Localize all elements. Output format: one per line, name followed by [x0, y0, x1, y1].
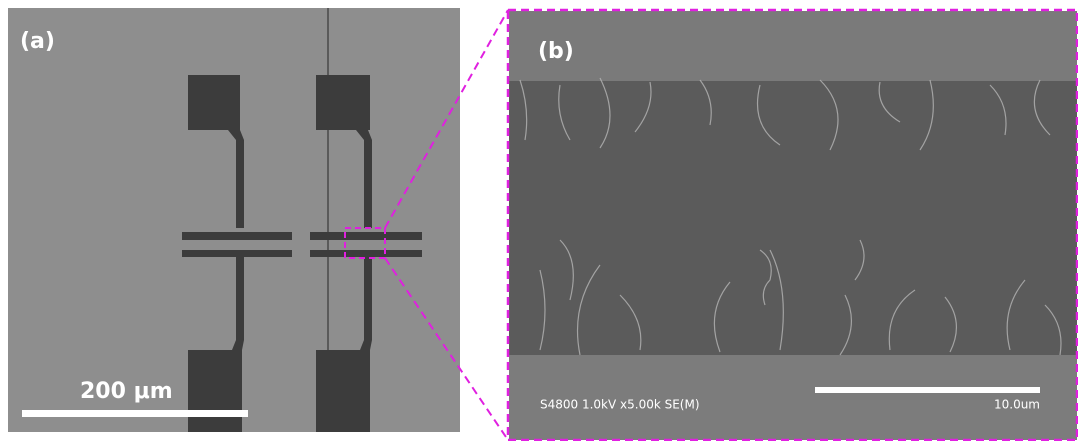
scale-bar-label: 200 μm — [80, 379, 173, 404]
panel-a: (a) 200 μm — [8, 8, 460, 432]
scale-bar-label: 10.0um — [994, 398, 1040, 412]
figure: (a) 200 μm (b) S4800 1.0kV x5.00k SE(M) … — [0, 0, 1078, 441]
panel-b: (b) S4800 1.0kV x5.00k SE(M) 10.0um — [508, 10, 1077, 440]
panel-label: (a) — [20, 29, 55, 54]
panel-label: (b) — [538, 39, 574, 64]
scale-bar — [815, 387, 1040, 393]
instrument-info: S4800 1.0kV x5.00k SE(M) — [540, 398, 700, 412]
electrode-region — [509, 11, 1077, 81]
scale-bar — [22, 410, 248, 417]
